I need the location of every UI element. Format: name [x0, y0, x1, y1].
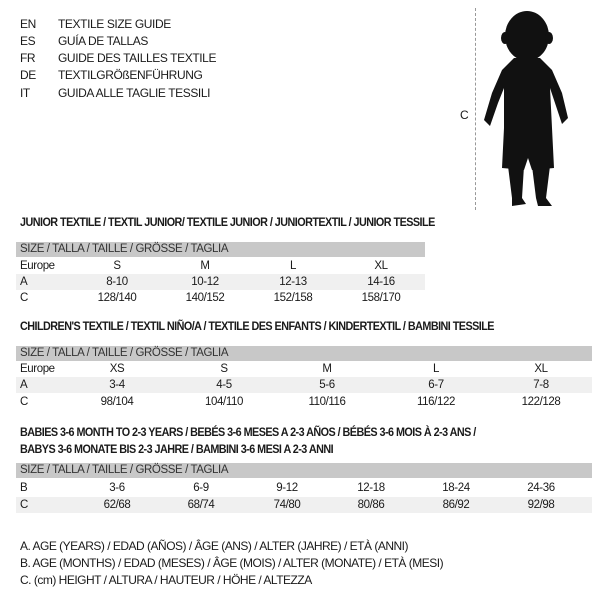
table-cell: 92/98 — [527, 499, 555, 511]
lang-code: DE — [20, 68, 36, 82]
lang-code: EN — [20, 17, 36, 31]
table-cell: 128/140 — [97, 292, 137, 304]
table-cell: 74/80 — [273, 499, 301, 511]
table-cell: 158/170 — [361, 292, 401, 304]
table-cell: 140/152 — [185, 292, 225, 304]
table-cell: XL — [534, 363, 548, 375]
table-cell: 9-12 — [276, 482, 298, 494]
guide-title: TEXTILE SIZE GUIDE — [58, 17, 171, 31]
guide-title: GUÍA DE TALLAS — [58, 34, 148, 48]
table-cell: 110/116 — [308, 396, 346, 408]
table-cell: 68/74 — [187, 499, 215, 511]
table-title: JUNIOR TEXTILE / TEXTIL JUNIOR/ TEXTILE … — [20, 215, 435, 229]
table-cell: 86/92 — [442, 499, 470, 511]
table-cell: 18-24 — [442, 482, 470, 494]
table-cell: L — [290, 260, 296, 272]
table-cell: 24-36 — [527, 482, 555, 494]
table-cell: 3-4 — [109, 379, 125, 391]
table-cell: 4-5 — [216, 379, 232, 391]
table-cell: 80/86 — [357, 499, 385, 511]
row-label: C — [20, 292, 28, 304]
table-cell: 12-13 — [279, 276, 307, 288]
table-row: C 128/140 140/152 152/158 158/170 — [16, 290, 425, 306]
table-cell: 62/68 — [103, 499, 131, 511]
row-label: A — [20, 379, 28, 391]
row-label: Europe — [20, 363, 55, 375]
legend-a: A. AGE (YEARS) / EDAD (AÑOS) / ÂGE (ANS)… — [20, 539, 409, 553]
height-line — [475, 8, 476, 210]
table-title-line2: BABYS 3-6 MONATE BIS 2-3 JAHRE / BAMBINI… — [20, 442, 334, 456]
table-cell: 14-16 — [367, 276, 395, 288]
table-cell: 7-8 — [533, 379, 549, 391]
lang-code: IT — [20, 86, 30, 100]
lang-code: ES — [20, 34, 36, 48]
table-header: SIZE / TALLA / TAILLE / GRÖSSE / TAGLIA — [16, 346, 592, 361]
table-row: Europe S M L XL — [16, 258, 425, 274]
row-label: B — [20, 482, 28, 494]
legend-c: C. (cm) HEIGHT / ALTURA / HAUTEUR / HÖHE… — [20, 573, 312, 587]
table-cell: 116/122 — [417, 396, 455, 408]
table-row: C 62/68 68/74 74/80 80/86 86/92 92/98 — [16, 497, 592, 513]
table-cell: 10-12 — [191, 276, 219, 288]
guide-title: GUIDA ALLE TAGLIE TESSILI — [58, 86, 211, 100]
table-cell: 5-6 — [319, 379, 335, 391]
table-header: SIZE / TALLA / TAILLE / GRÖSSE / TAGLIA — [16, 242, 425, 257]
table-cell: 122/128 — [521, 396, 561, 408]
table-cell: M — [322, 363, 332, 375]
row-label: Europe — [20, 260, 55, 272]
height-label: C — [460, 108, 469, 122]
guide-title: TEXTILGRÖßENFÜHRUNG — [58, 68, 203, 82]
table-cell: S — [113, 260, 121, 272]
table-row: B 3-6 6-9 9-12 12-18 18-24 24-36 — [16, 480, 592, 496]
table-cell: 6-7 — [428, 379, 444, 391]
legend-b: B. AGE (MONTHS) / EDAD (MESES) / ÂGE (MO… — [20, 556, 444, 570]
table-row: C 98/104 104/110 110/116 116/122 122/128 — [16, 394, 592, 410]
table-row: A 8-10 10-12 12-13 14-16 — [16, 274, 425, 290]
row-label: A — [20, 276, 28, 288]
table-cell: M — [200, 260, 210, 272]
guide-title: GUIDE DES TAILLES TEXTILE — [58, 51, 217, 65]
table-cell: 152/158 — [273, 292, 313, 304]
table-cell: XS — [109, 363, 125, 375]
table-cell: 6-9 — [193, 482, 209, 494]
lang-code: FR — [20, 51, 36, 65]
table-row: A 3-4 4-5 5-6 6-7 7-8 — [16, 377, 592, 393]
table-cell: 104/110 — [205, 396, 243, 408]
table-cell: 3-6 — [109, 482, 125, 494]
table-cell: L — [433, 363, 439, 375]
table-title: CHILDREN'S TEXTILE / TEXTIL NIÑO/A / TEX… — [20, 319, 494, 333]
table-row: Europe XS S M L XL — [16, 361, 592, 377]
table-header: SIZE / TALLA / TAILLE / GRÖSSE / TAGLIA — [16, 463, 592, 478]
table-cell: 8-10 — [106, 276, 128, 288]
table-cell: XL — [374, 260, 388, 272]
row-label: C — [20, 499, 28, 511]
row-label: C — [20, 396, 28, 408]
table-cell: 12-18 — [357, 482, 385, 494]
baby-silhouette-icon — [484, 11, 568, 206]
table-cell: S — [220, 363, 228, 375]
table-title: BABIES 3-6 MONTH TO 2-3 YEARS / BEBÉS 3-… — [20, 425, 476, 439]
table-cell: 98/104 — [100, 396, 134, 408]
